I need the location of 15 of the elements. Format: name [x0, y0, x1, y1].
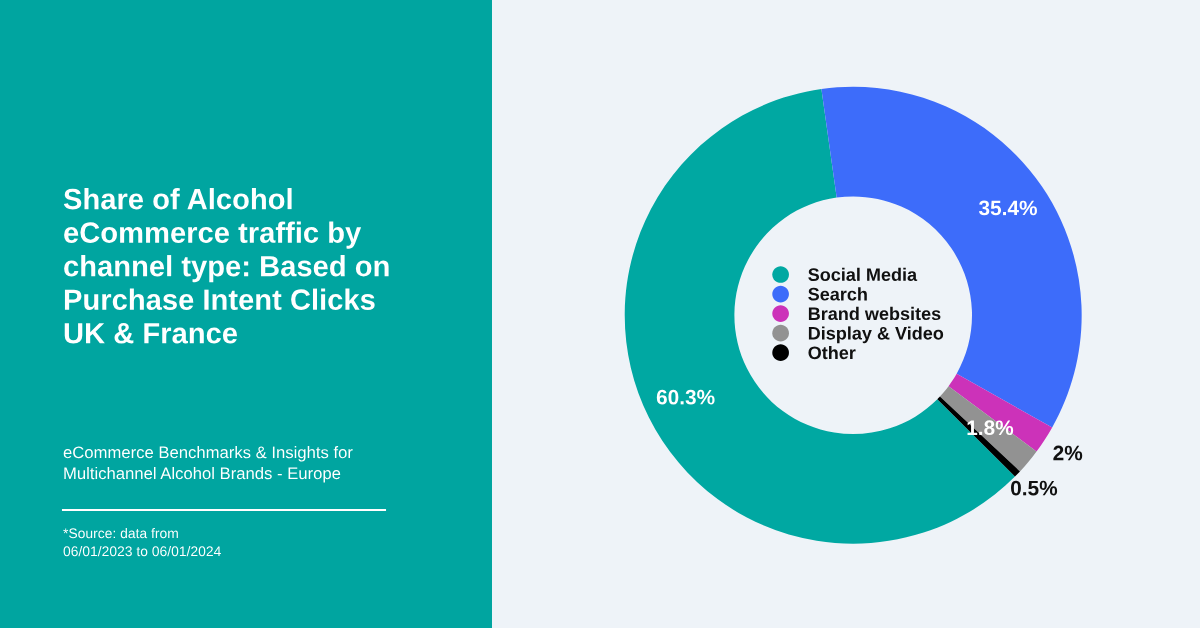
donut-slice — [937, 396, 1020, 477]
legend-label: Social Media — [808, 267, 918, 282]
legend-label: Display & Video — [808, 326, 944, 344]
donut-slice — [939, 386, 1037, 472]
legend-label: Search — [808, 287, 867, 301]
legend-label: Brand websites — [808, 306, 941, 321]
text: *Source: data from 06/01/2023 to 06/01/2024 — [63, 528, 221, 557]
data-label: 60.3% — [656, 389, 715, 405]
text: Share of Alcohol eCommerce traffic by channel type: Based on Purchase Intent Clicks UK & France — [63, 188, 389, 344]
donut-slice — [948, 373, 1053, 452]
data-label: 35.4% — [978, 200, 1037, 216]
data-label: 0.5% — [1011, 480, 1058, 496]
data-label: 2% — [1053, 445, 1083, 461]
text: eCommerce Benchmarks & Insights for Multichannel Alcohol Brands - Europe — [63, 446, 353, 483]
legend-label: Other — [808, 345, 856, 360]
